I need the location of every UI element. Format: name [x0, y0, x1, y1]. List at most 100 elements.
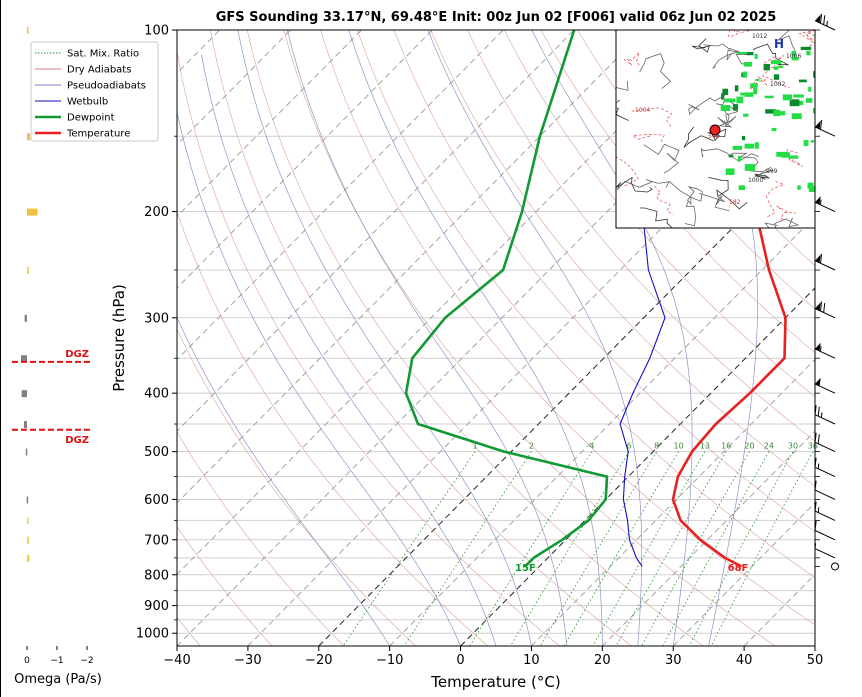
mixing-ratio-label: 30	[788, 442, 798, 451]
isotherm-line	[672, 502, 815, 646]
x-tick-label: 20	[594, 653, 611, 668]
y-tick-label: 700	[144, 533, 169, 548]
barb-staff	[814, 126, 836, 137]
map-precip-cell	[800, 46, 812, 51]
map-precip-cell	[753, 87, 758, 95]
y-axis-label: Pressure (hPa)	[110, 284, 128, 392]
map-contour-label: 582	[729, 199, 741, 206]
x-tick-label: −10	[376, 653, 403, 668]
map-precip-cell	[806, 50, 811, 56]
mixing-ratio-label: 13	[700, 442, 710, 451]
mixing-ratio-label: 4	[589, 442, 594, 451]
dgz-label: DGZ	[65, 349, 89, 360]
pseudoadiabat-line	[669, 30, 758, 646]
omega-bar	[27, 267, 29, 274]
mixing-ratio-label: 16	[721, 442, 731, 451]
map-precip-cell	[813, 108, 815, 114]
barb-full	[823, 15, 826, 25]
y-axis: 100 200 300 400 500 600 700 800 900 1000	[136, 24, 177, 642]
map-precip-cell	[732, 145, 743, 150]
wind-barb-icon	[814, 405, 836, 425]
map-precip-cell	[725, 168, 735, 175]
map-precip-cell	[744, 92, 754, 97]
mixing-ratio-label: 36	[808, 442, 818, 451]
omega-bar	[27, 554, 30, 562]
map-thickness-contour	[616, 156, 639, 187]
map-thickness-contour	[776, 205, 796, 220]
omega-bar	[21, 390, 27, 398]
isobar-grid	[177, 30, 815, 634]
map-precip-cell	[754, 54, 758, 59]
calm-wind-icon	[831, 562, 839, 571]
y-tick-label: 800	[144, 568, 169, 583]
y-tick-label: 400	[144, 387, 169, 402]
barb-full	[814, 457, 817, 468]
y-tick-label: 200	[144, 205, 169, 220]
map-thickness-contour	[763, 55, 785, 70]
dry-adiabat-line	[177, 210, 488, 646]
omega-axis-label: Omega (Pa/s)	[14, 672, 102, 687]
y-tick-label: 500	[144, 445, 169, 460]
barb-pennant	[815, 196, 821, 205]
mixing-ratio-label: 24	[764, 442, 774, 451]
wind-barb-icon	[814, 301, 836, 319]
x-tick-label: 0	[456, 653, 464, 668]
map-precip-cell	[774, 66, 779, 70]
dry-adiabat-line	[393, 30, 815, 533]
y-tick-label: 100	[144, 24, 169, 39]
map-precip-cell	[736, 52, 747, 55]
x-axis: −40 −30 −20 −10 0 10 20 30 40 50	[163, 646, 823, 668]
dry-adiabat-line	[430, 30, 815, 487]
map-contour	[717, 115, 737, 128]
map-precip-cell	[750, 83, 758, 88]
dry-adiabat-line	[177, 526, 273, 646]
mixing-ratio-label: 10	[674, 442, 684, 451]
barb-half	[817, 463, 820, 469]
barb-pennant	[815, 120, 821, 130]
barb-staff	[814, 466, 836, 478]
mixing-ratio-label: 2	[529, 442, 534, 451]
dry-adiabat-line	[577, 30, 815, 310]
isotherm-line	[531, 358, 815, 646]
map-precip-cell	[793, 94, 804, 98]
barb-staff	[814, 20, 836, 31]
surface-annotations: 15F 68F	[515, 563, 748, 574]
isotherm-line	[460, 287, 815, 646]
mixing-ratio-label: 1	[473, 442, 478, 451]
dry-adiabat-line	[467, 30, 815, 442]
mixing-ratio-line	[615, 451, 727, 646]
pseudoadiabat-line	[286, 30, 568, 646]
map-precip-cell	[746, 52, 754, 56]
omega-bar	[24, 421, 27, 428]
map-precip-cell	[724, 98, 736, 103]
barb-full	[820, 253, 823, 264]
x-tick-label: 10	[523, 653, 540, 668]
map-contour	[753, 169, 774, 180]
dry-adiabat-line	[320, 30, 815, 626]
omega-panel: DGZ DGZ 0 −1 −2	[0, 0, 94, 697]
location-marker-icon	[709, 124, 721, 136]
isotherm-line	[177, 30, 362, 218]
barb-staff	[814, 530, 836, 541]
wind-barb-icon	[814, 13, 836, 31]
map-precip-cell	[798, 100, 804, 106]
barb-full	[814, 521, 817, 531]
map-contour	[764, 217, 800, 228]
map-thickness-contour	[749, 76, 767, 90]
map-contour-label: 1012	[752, 33, 767, 40]
mixing-ratio-line	[539, 451, 658, 646]
x-axis-label: Temperature (°C)	[430, 673, 560, 691]
map-precip-cell	[770, 60, 782, 65]
barb-pennant	[815, 254, 821, 263]
x-tick-label: −40	[163, 653, 190, 668]
wind-barb-icon	[814, 501, 836, 521]
omega-bar	[27, 536, 29, 544]
mixing-ratio-line	[592, 451, 706, 646]
pseudoadiabat-line	[427, 30, 643, 646]
map-precip-cell	[803, 140, 809, 146]
barb-half	[826, 20, 828, 27]
barb-full	[823, 303, 826, 313]
barb-pennant	[815, 342, 821, 352]
barb-pennant	[815, 377, 821, 387]
